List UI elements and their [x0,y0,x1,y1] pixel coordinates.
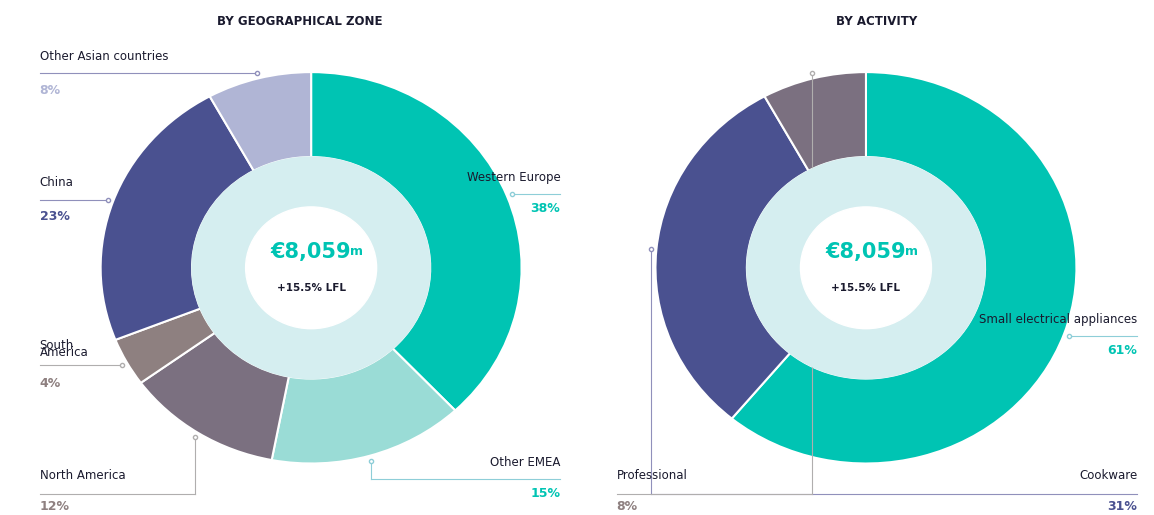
Text: Western Europe: Western Europe [466,170,561,183]
Text: America: America [39,347,89,359]
Text: Other Asian countries: Other Asian countries [39,50,168,63]
Wedge shape [115,308,215,383]
Text: 61%: 61% [1108,344,1138,356]
Text: South: South [39,339,74,352]
Text: €8,059: €8,059 [825,243,906,262]
Text: BY GEOGRAPHICAL ZONE: BY GEOGRAPHICAL ZONE [217,15,383,28]
Wedge shape [271,349,455,464]
Text: Other EMEA: Other EMEA [490,456,561,469]
Text: +15.5% LFL: +15.5% LFL [277,283,345,294]
Text: Cookware: Cookware [1079,469,1138,482]
Text: 12%: 12% [39,500,69,512]
Circle shape [192,157,430,379]
Text: 23%: 23% [39,210,69,223]
Text: China: China [39,177,74,190]
Text: North America: North America [39,469,126,482]
Wedge shape [655,96,809,419]
Text: €8,059: €8,059 [271,243,352,262]
Text: 4%: 4% [39,377,61,390]
Wedge shape [141,333,288,460]
Text: m: m [905,245,917,258]
Wedge shape [312,72,522,410]
Wedge shape [210,72,312,171]
Circle shape [801,207,931,329]
Wedge shape [732,72,1077,464]
Wedge shape [100,96,254,340]
Wedge shape [765,72,866,171]
Circle shape [246,207,376,329]
Circle shape [747,157,986,379]
Text: Small electrical appliances: Small electrical appliances [979,313,1138,325]
Text: 15%: 15% [531,487,561,500]
Text: BY ACTIVITY: BY ACTIVITY [837,15,917,28]
Text: m: m [350,245,362,258]
Text: 31%: 31% [1108,500,1138,512]
Text: 8%: 8% [616,500,638,512]
Text: +15.5% LFL: +15.5% LFL [832,283,900,294]
Text: Professional: Professional [616,469,688,482]
Text: 38%: 38% [531,201,561,215]
Text: 8%: 8% [39,83,61,96]
